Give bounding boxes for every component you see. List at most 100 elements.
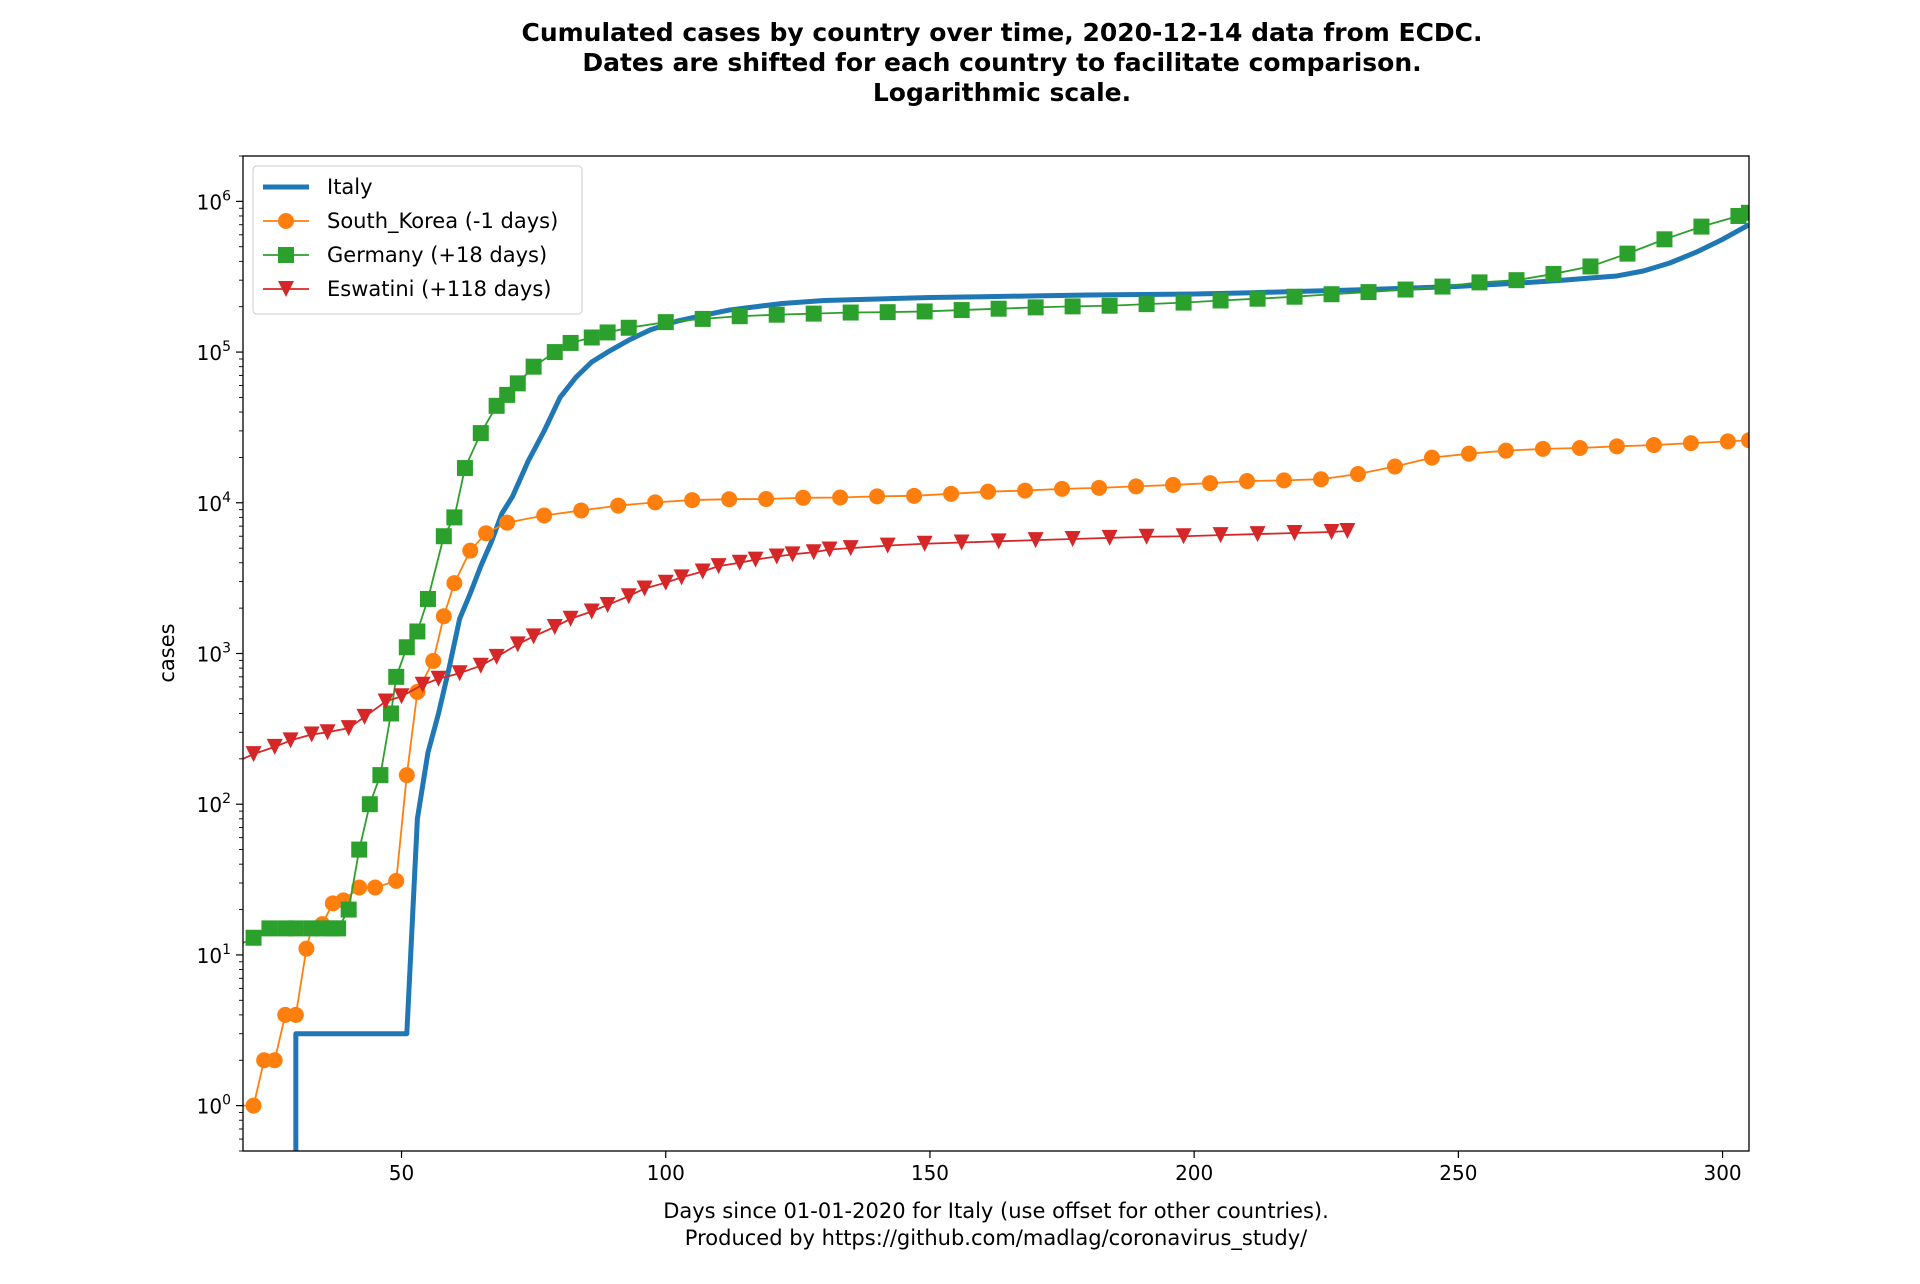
data-point-triangle [747,551,764,568]
data-point-square [768,306,785,323]
data-point-circle [245,1097,262,1114]
legend-label: Germany (+18 days) [327,243,547,267]
data-point-circle [795,489,812,506]
data-point-triangle [916,535,933,552]
data-point-square [1064,298,1081,315]
x-tick-label: 50 [389,1161,414,1185]
data-point-circle [906,487,923,504]
x-tick-label: 200 [1175,1161,1213,1185]
series-2 [243,204,1749,946]
data-point-square [694,310,711,327]
data-point-triangle [620,588,637,605]
data-point-circle [266,1052,283,1069]
data-point-triangle [1138,528,1155,545]
data-point-square [1027,299,1044,316]
legend-box [252,165,583,315]
data-point-circle [1741,432,1749,449]
data-point-triangle [1175,528,1192,545]
data-point-circle [367,879,384,896]
x-axis-label: Days since 01-01-2020 for Italy (use off… [663,1199,1329,1223]
data-point-square [1397,281,1414,298]
data-point-circle [610,497,627,514]
data-point-circle [1091,479,1108,496]
data-point-square [916,303,933,320]
data-point-circle [1497,442,1514,459]
chart-title: Cumulated cases by country over time, 20… [521,18,1482,47]
data-point-square [1741,204,1749,221]
data-point-square [388,668,405,685]
data-point-square [361,796,378,813]
data-point-triangle [805,544,822,561]
data-point-circle [758,491,775,508]
data-point-square [562,334,579,351]
data-point-circle [1312,471,1329,488]
data-point-square [1101,297,1118,314]
data-point-triangle [1339,522,1356,539]
data-point-triangle [842,540,859,557]
data-point-triangle [546,618,563,635]
data-point-square [1434,278,1451,295]
data-point-square [731,308,748,325]
data-point-square [1508,272,1525,289]
series-1 [243,432,1749,1114]
data-point-circle [1165,476,1182,493]
data-point-circle [499,514,516,531]
data-point-circle [1275,472,1292,489]
data-point-square [599,324,616,341]
data-point-square [398,639,415,656]
data-point-circle [1054,480,1071,497]
data-point-square [1656,231,1673,248]
data-point-circle [478,525,495,542]
data-point-square [525,358,542,375]
data-point-square [372,767,389,784]
data-point-circle [573,502,590,519]
data-point-square [435,528,452,545]
data-point-square [261,920,278,937]
data-point-square [1545,265,1562,282]
data-point-square [842,304,859,321]
data-point-square [1582,258,1599,275]
x-tick-label: 250 [1439,1161,1477,1185]
data-point-triangle [451,665,468,682]
data-point-square [1175,294,1192,311]
data-point-square [1138,296,1155,313]
data-point-square [1693,218,1710,235]
data-point-circle [1682,435,1699,452]
data-point-circle [1386,458,1403,475]
data-point-triangle [282,732,299,749]
series-line [243,530,1348,760]
data-point-circle [1534,440,1551,457]
data-point-circle [1349,466,1366,483]
chart-subtitle-line-2: Logarithmic scale. [873,78,1131,107]
y-tick-label: 103 [197,641,231,667]
data-point-circle [1719,433,1736,450]
x-tick-label: 150 [911,1161,949,1185]
data-point-square [278,247,294,263]
data-point-circle [647,494,664,511]
data-point-square [1249,290,1266,307]
y-tick-label: 106 [197,188,231,214]
legend-label: Eswatini (+118 days) [327,277,551,301]
data-point-triangle [710,558,727,575]
data-point-circle [1423,449,1440,466]
legend-label: South_Korea (-1 days) [327,209,558,234]
data-point-triangle [784,546,801,563]
data-point-triangle [430,670,447,687]
legend: Italy South_Korea (-1 days) Germany (+18 d… [252,165,583,315]
data-point-triangle [340,720,357,737]
chart-subtitle-line-1: Dates are shifted for each country to fa… [582,48,1421,77]
legend-entry: Germany (+18 days) [263,243,547,267]
data-point-circle [721,491,738,508]
data-point-triangle [356,708,373,725]
data-point-triangle [266,738,283,755]
data-point-triangle [694,563,711,580]
data-point-circle [536,507,553,524]
data-point-triangle [562,610,579,627]
data-point-square [620,319,637,336]
data-point-circle [1608,438,1625,455]
data-point-circle [351,879,368,896]
data-point-square [805,305,822,322]
series-3 [243,522,1356,763]
